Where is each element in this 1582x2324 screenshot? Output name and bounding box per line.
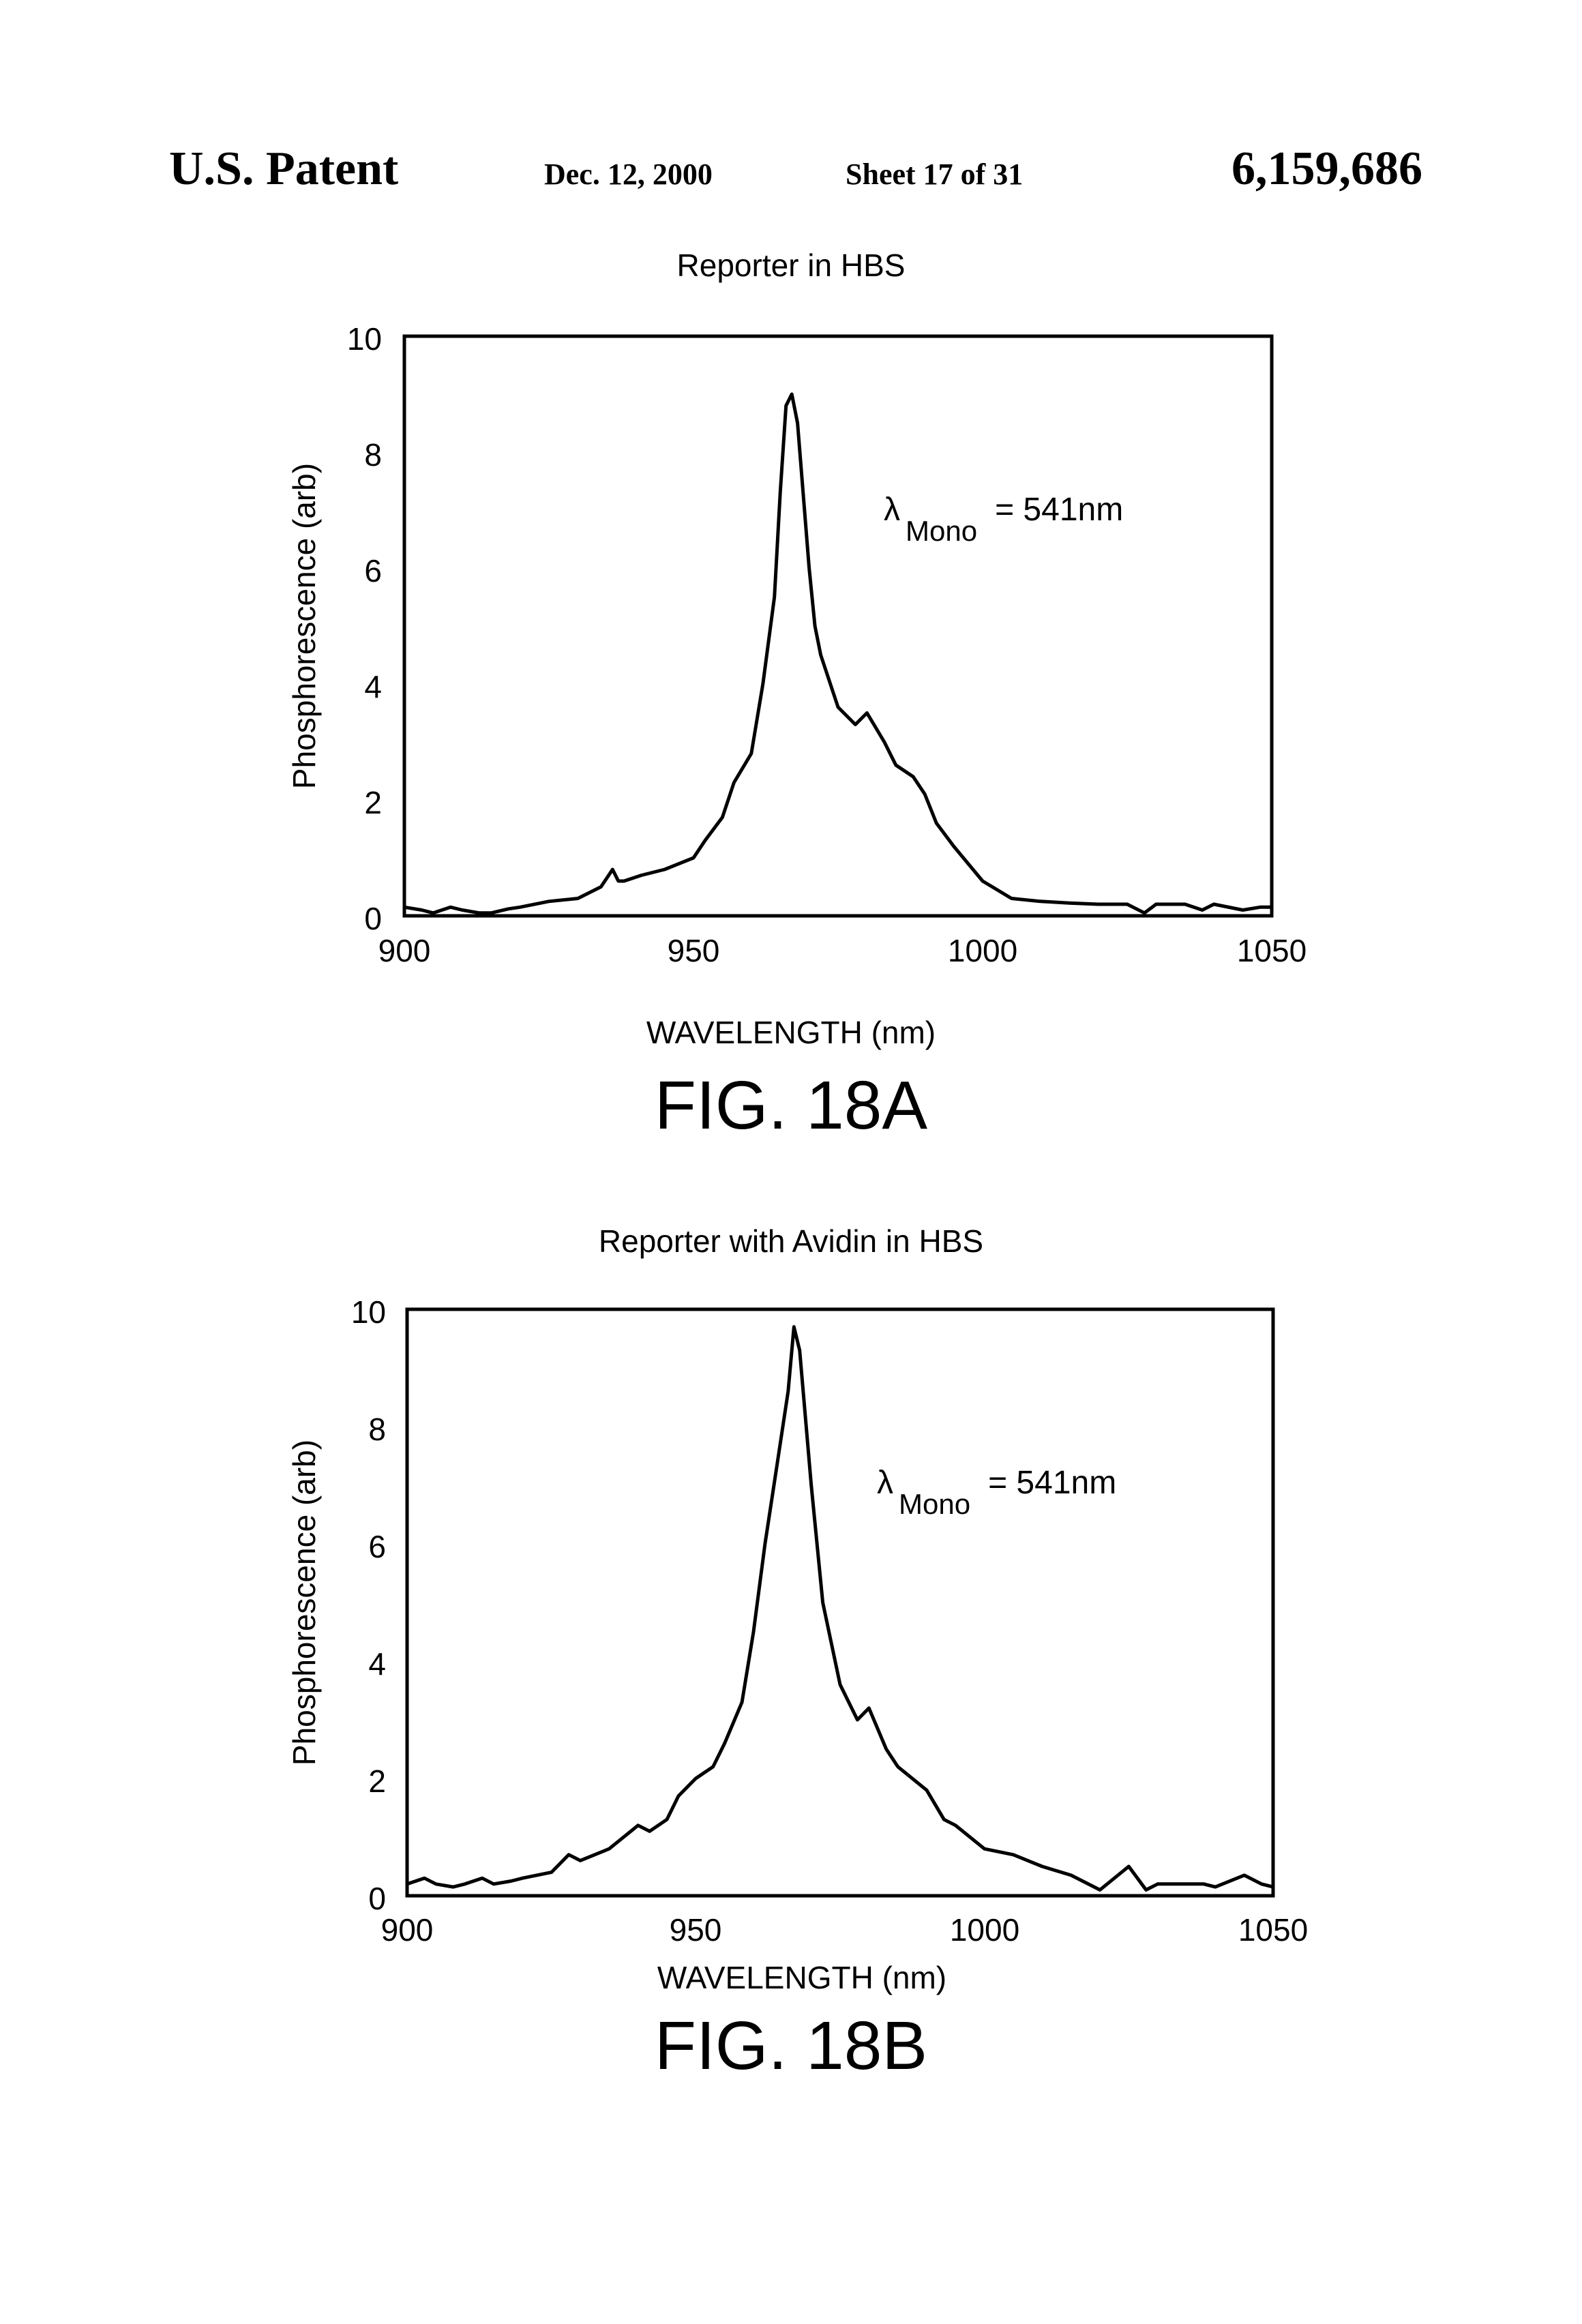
chart-title: Reporter in HBS <box>677 248 906 283</box>
y-tick-label: 6 <box>368 1529 386 1564</box>
figure-18a-chart: Reporter in HBS 0 2 4 6 8 10 900 950 100… <box>0 0 1582 1173</box>
y-tick-label: 0 <box>364 901 382 936</box>
lambda-subscript: Mono <box>906 515 977 547</box>
phosphorescence-trace <box>407 1327 1273 1890</box>
x-axis-ticks: 900 950 1000 1050 <box>378 933 1307 968</box>
x-axis-label: WAVELENGTH (nm) <box>657 1960 946 1995</box>
figure-18b-chart: Reporter with Avidin in HBS 0 2 4 6 8 10… <box>0 1173 1582 2324</box>
x-tick-label: 1050 <box>1238 1912 1308 1948</box>
annotation-value: = 541nm <box>988 1465 1116 1501</box>
wavelength-annotation: λMono = 541nm <box>877 1465 1116 1520</box>
y-tick-label: 10 <box>347 321 382 357</box>
y-tick-label: 6 <box>364 553 382 589</box>
lambda-symbol: λ <box>884 492 900 528</box>
plot-frame <box>407 1309 1273 1896</box>
lambda-symbol: λ <box>877 1465 893 1501</box>
figure-caption: FIG. 18A <box>655 1067 927 1144</box>
y-tick-label: 0 <box>368 1881 386 1916</box>
y-tick-label: 8 <box>368 1412 386 1447</box>
y-tick-label: 8 <box>364 437 382 473</box>
y-axis-ticks: 0 2 4 6 8 10 <box>347 321 382 936</box>
annotation-value: = 541nm <box>995 492 1123 528</box>
x-tick-label: 950 <box>668 933 720 968</box>
x-tick-label: 900 <box>378 933 431 968</box>
y-tick-label: 4 <box>364 669 382 704</box>
x-tick-label: 1000 <box>950 1912 1019 1948</box>
x-tick-label: 1050 <box>1237 933 1307 968</box>
y-tick-label: 2 <box>364 785 382 820</box>
figure-caption: FIG. 18B <box>655 2008 927 2084</box>
y-tick-label: 2 <box>368 1763 386 1799</box>
y-axis-label: Phosphorescence (arb) <box>286 1440 322 1766</box>
x-tick-label: 1000 <box>948 933 1017 968</box>
chart-title: Reporter with Avidin in HBS <box>599 1223 983 1259</box>
x-tick-label: 950 <box>670 1912 722 1948</box>
x-axis-label: WAVELENGTH (nm) <box>646 1015 936 1050</box>
plot-frame <box>404 336 1272 916</box>
y-tick-label: 10 <box>351 1294 386 1330</box>
phosphorescence-trace <box>404 394 1272 913</box>
y-tick-label: 4 <box>368 1646 386 1682</box>
x-axis-ticks: 900 950 1000 1050 <box>381 1912 1309 1948</box>
wavelength-annotation: λMono = 541nm <box>884 492 1123 547</box>
y-axis-ticks: 0 2 4 6 8 10 <box>351 1294 386 1916</box>
y-axis-label: Phosphorescence (arb) <box>286 463 322 789</box>
lambda-subscript: Mono <box>899 1488 970 1520</box>
x-tick-label: 900 <box>381 1912 434 1948</box>
